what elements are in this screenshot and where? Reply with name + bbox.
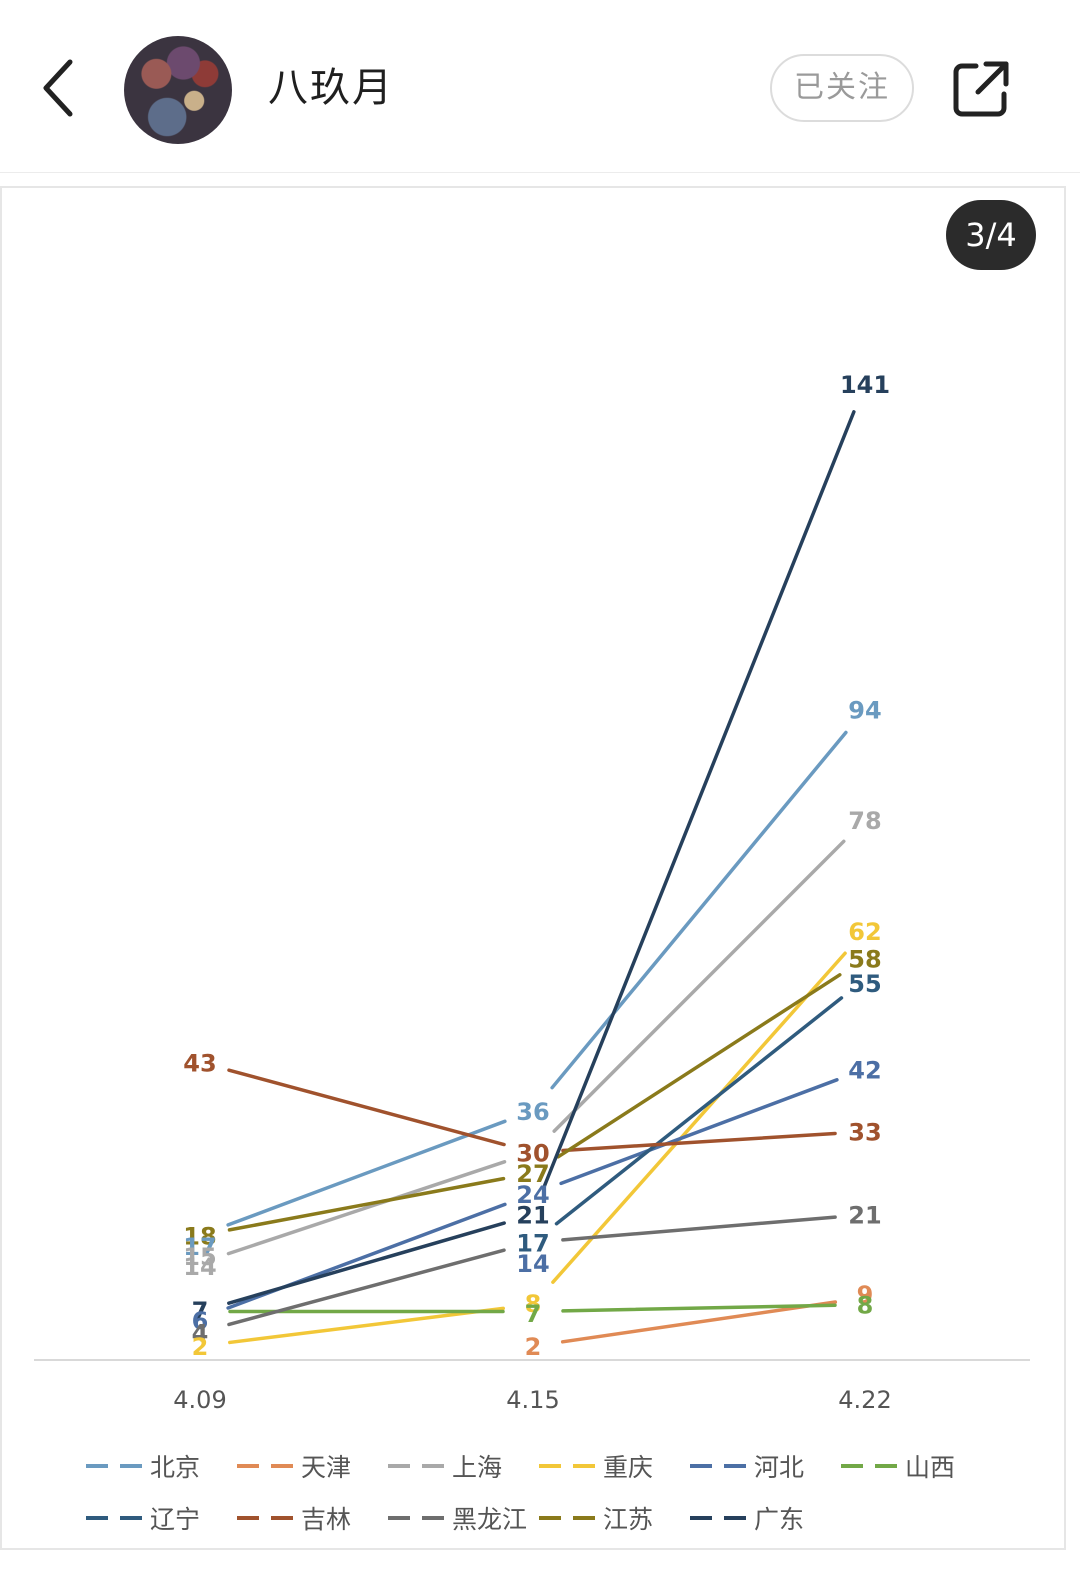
series-line-上海 <box>552 839 846 1133</box>
legend-swatch <box>388 1464 446 1468</box>
data-label: 7 <box>192 1297 209 1325</box>
series-line-重庆 <box>551 951 847 1284</box>
legend-row: 北京 天津 上海 重庆 河北 山西 <box>86 1440 1046 1492</box>
series-line-天津 <box>560 1300 838 1344</box>
data-label: 9 <box>857 1281 874 1309</box>
data-label: 42 <box>848 1056 881 1084</box>
x-tick-label: 4.15 <box>506 1386 559 1414</box>
data-label: 14 <box>183 1253 216 1281</box>
legend-item: 河北 <box>690 1440 841 1492</box>
legend-item: 上海 <box>388 1440 539 1492</box>
legend-row: 辽宁 吉林 黑龙江 江苏 广东 <box>86 1492 1046 1544</box>
data-label: 58 <box>848 946 881 974</box>
legend-label: 上海 <box>452 1453 503 1482</box>
legend-swatch <box>539 1464 597 1468</box>
data-label: 8 <box>525 1290 542 1318</box>
data-label: 17 <box>183 1233 216 1261</box>
data-label: 43 <box>183 1049 216 1077</box>
data-label: 21 <box>516 1202 549 1230</box>
data-label: 36 <box>516 1098 549 1126</box>
data-label: 7 <box>525 1300 542 1328</box>
series-line-北京 <box>226 1119 507 1227</box>
legend-swatch <box>86 1516 144 1520</box>
legend-item: 重庆 <box>539 1440 690 1492</box>
legend-label: 吉林 <box>301 1505 352 1534</box>
image-frame <box>0 186 1066 1550</box>
legend-swatch <box>690 1516 748 1520</box>
legend-label: 山西 <box>905 1453 956 1482</box>
legend-label: 黑龙江 <box>452 1505 528 1534</box>
legend-label: 辽宁 <box>150 1505 201 1534</box>
data-label: 33 <box>848 1119 881 1147</box>
data-label: 8 <box>857 1292 874 1320</box>
legend-label: 江苏 <box>603 1505 654 1534</box>
data-label: 24 <box>516 1181 549 1209</box>
series-line-吉林 <box>561 1131 837 1153</box>
series-line-黑龙江 <box>561 1215 837 1242</box>
legend-swatch <box>237 1516 295 1520</box>
data-label: 15 <box>183 1243 216 1271</box>
data-label: 18 <box>183 1222 216 1250</box>
legend-item: 辽宁 <box>86 1492 237 1544</box>
data-label: 17 <box>516 1229 549 1257</box>
follow-button[interactable]: 已关注 <box>770 54 914 122</box>
legend-label: 北京 <box>150 1453 201 1482</box>
back-button[interactable] <box>36 56 88 120</box>
data-label: 78 <box>848 807 881 835</box>
legend-swatch <box>237 1464 295 1468</box>
legend-label: 广东 <box>754 1505 805 1534</box>
legend-label: 天津 <box>301 1453 352 1482</box>
data-label: 4 <box>192 1319 209 1347</box>
avatar[interactable] <box>124 36 232 144</box>
data-label: 55 <box>848 970 881 998</box>
username[interactable]: 八玖月 <box>268 65 394 111</box>
data-label: 2 <box>525 1333 542 1361</box>
series-line-吉林 <box>227 1068 506 1147</box>
series-line-广东 <box>542 410 856 1189</box>
legend-item: 吉林 <box>237 1492 388 1544</box>
data-label: 6 <box>192 1307 209 1335</box>
legend-swatch <box>539 1516 597 1520</box>
data-label: 27 <box>516 1160 549 1188</box>
series-line-江苏 <box>227 1176 506 1232</box>
chart-legend: 北京 天津 上海 重庆 河北 山西辽宁 吉林 黑龙江 江苏 广东 <box>86 1440 1046 1544</box>
legend-item: 广东 <box>690 1492 841 1544</box>
legend-item: 江苏 <box>539 1492 690 1544</box>
series-line-重庆 <box>228 1306 505 1345</box>
legend-swatch <box>690 1464 748 1468</box>
chevron-left-icon <box>43 59 73 117</box>
data-label: 62 <box>848 918 881 946</box>
legend-swatch <box>86 1464 144 1468</box>
data-label: 14 <box>516 1250 549 1278</box>
series-line-江苏 <box>556 973 842 1159</box>
data-label: 141 <box>840 371 890 399</box>
data-label: 30 <box>516 1139 549 1167</box>
data-label: 2 <box>192 1333 209 1361</box>
x-tick-label: 4.09 <box>173 1386 226 1414</box>
legend-label: 重庆 <box>603 1453 654 1482</box>
share-button[interactable] <box>948 56 1014 122</box>
series-line-黑龙江 <box>227 1248 506 1327</box>
legend-item: 天津 <box>237 1440 388 1492</box>
page-indicator: 3/4 <box>946 200 1036 270</box>
legend-item: 黑龙江 <box>388 1492 539 1544</box>
legend-swatch <box>841 1464 899 1468</box>
legend-item: 北京 <box>86 1440 237 1492</box>
share-icon <box>953 61 1009 117</box>
x-tick-label: 4.22 <box>838 1386 891 1414</box>
legend-item: 山西 <box>841 1440 992 1492</box>
series-line-辽宁 <box>554 996 844 1226</box>
legend-swatch <box>388 1516 446 1520</box>
top-bar: 八玖月 已关注 <box>0 0 1080 173</box>
data-label: 94 <box>848 696 881 724</box>
legend-label: 河北 <box>754 1453 805 1482</box>
series-line-北京 <box>550 730 848 1090</box>
data-label: 21 <box>848 1202 881 1230</box>
series-line-河北 <box>559 1078 839 1186</box>
series-line-山西 <box>561 1303 837 1313</box>
series-line-广东 <box>227 1221 506 1305</box>
series-line-上海 <box>226 1160 507 1256</box>
